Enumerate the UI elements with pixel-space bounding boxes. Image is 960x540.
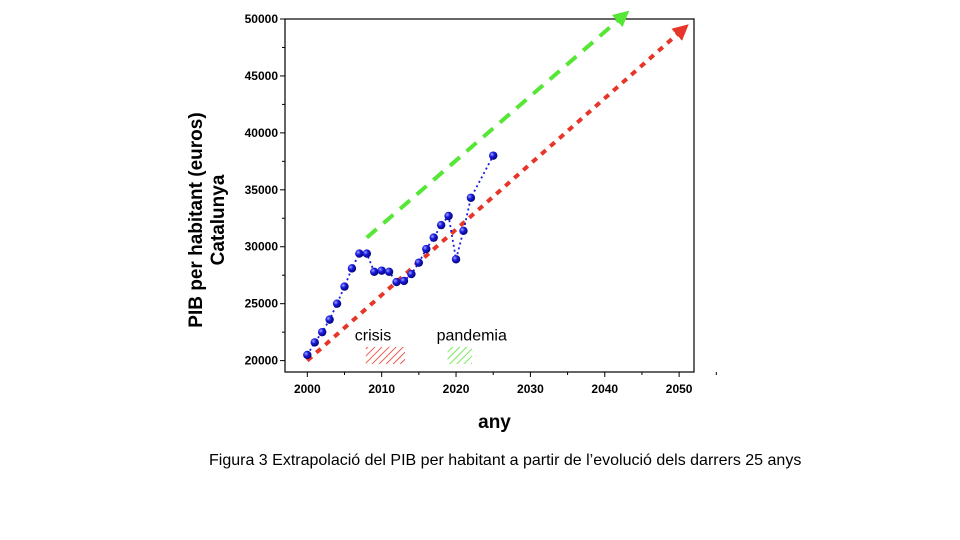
x-tick-label: 2010 — [368, 382, 395, 396]
data-point — [384, 267, 394, 276]
plot-frame — [284, 18, 695, 373]
y-tick-label: 30000 — [245, 240, 279, 254]
x-axis-title: any — [478, 412, 511, 433]
data-point — [399, 276, 409, 286]
y-axis-title-line: Catalunya — [208, 174, 229, 265]
data-point — [422, 244, 431, 254]
y-tick-label: 20000 — [245, 354, 279, 368]
x-tick-label: 2050 — [666, 382, 693, 396]
data-point — [436, 220, 446, 230]
data-point — [325, 315, 334, 324]
data-point — [362, 249, 371, 258]
figure-caption: Figura 3 Extrapolació del PIB per habita… — [209, 452, 802, 469]
data-point — [451, 255, 461, 264]
y-tick-label: 50000 — [245, 12, 279, 26]
data-point — [444, 211, 453, 221]
data-point — [392, 277, 401, 287]
y-tick-label: 35000 — [245, 183, 279, 197]
x-tick-label: 2000 — [294, 382, 321, 396]
data-point — [347, 264, 357, 273]
data-point — [332, 299, 342, 308]
data-point — [370, 267, 379, 276]
data-point — [489, 151, 498, 160]
x-tick-label: 2040 — [591, 382, 618, 396]
y-tick-label: 25000 — [245, 297, 279, 311]
data-point — [429, 233, 438, 242]
x-tick-label: 2020 — [443, 382, 470, 396]
y-tick-label: 40000 — [245, 126, 279, 140]
trend-arrow-green — [365, 10, 630, 240]
x-tick-label: 2030 — [517, 382, 544, 396]
data-point — [340, 282, 349, 291]
annotation-label: pandemia — [437, 327, 507, 344]
trend-arrow-red — [305, 24, 689, 363]
data-point — [466, 193, 476, 202]
y-axis-title-line: PIB per habitant (euros) — [186, 112, 207, 327]
data-point — [377, 266, 386, 275]
annotation-hatch — [447, 346, 472, 365]
data-point — [303, 350, 312, 360]
series-line — [306, 155, 495, 356]
data-point — [414, 258, 424, 267]
data-point — [355, 249, 364, 258]
data-point — [407, 269, 416, 279]
y-tick-label: 45000 — [245, 69, 279, 83]
data-point — [310, 338, 319, 347]
data-point — [317, 327, 327, 337]
annotation-label: crisis — [355, 327, 391, 344]
annotation-hatch — [365, 346, 405, 365]
data-point — [459, 226, 468, 235]
